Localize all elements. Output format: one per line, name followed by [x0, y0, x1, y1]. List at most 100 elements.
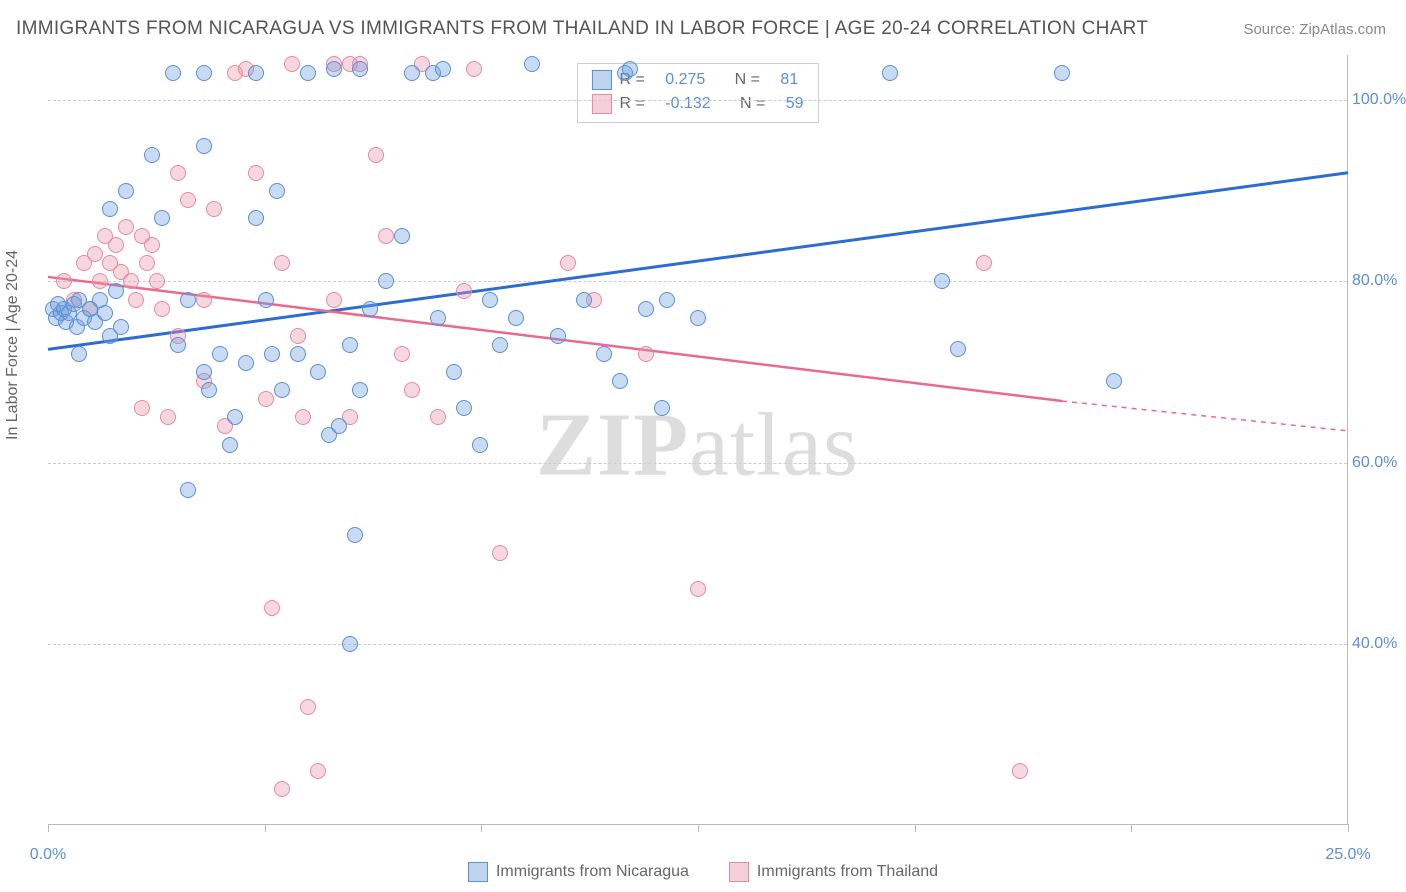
data-point-nicaragua — [196, 65, 212, 81]
data-point-nicaragua — [638, 301, 654, 317]
data-point-thailand — [284, 56, 300, 72]
data-point-nicaragua — [482, 292, 498, 308]
data-point-nicaragua — [201, 382, 217, 398]
y-tick-label: 60.0% — [1352, 454, 1406, 472]
y-axis-title: In Labor Force | Age 20-24 — [4, 250, 22, 440]
data-point-nicaragua — [882, 65, 898, 81]
data-point-nicaragua — [180, 482, 196, 498]
data-point-thailand — [295, 409, 311, 425]
data-point-nicaragua — [446, 364, 462, 380]
data-point-thailand — [180, 192, 196, 208]
data-point-thailand — [638, 346, 654, 362]
data-point-nicaragua — [326, 61, 342, 77]
x-tick — [1131, 824, 1132, 832]
data-point-nicaragua — [524, 56, 540, 72]
data-point-nicaragua — [690, 310, 706, 326]
data-point-thailand — [300, 699, 316, 715]
data-point-thailand — [368, 147, 384, 163]
data-point-nicaragua — [1106, 373, 1122, 389]
data-point-nicaragua — [576, 292, 592, 308]
data-point-thailand — [466, 61, 482, 77]
data-point-nicaragua — [508, 310, 524, 326]
data-point-thailand — [378, 228, 394, 244]
data-point-nicaragua — [362, 301, 378, 317]
data-point-thailand — [144, 237, 160, 253]
data-point-nicaragua — [472, 437, 488, 453]
data-point-thailand — [976, 255, 992, 271]
data-point-thailand — [310, 763, 326, 779]
data-point-thailand — [92, 273, 108, 289]
y-tick-label: 80.0% — [1352, 272, 1406, 290]
data-point-nicaragua — [118, 183, 134, 199]
data-point-thailand — [123, 273, 139, 289]
data-point-nicaragua — [212, 346, 228, 362]
data-point-nicaragua — [113, 319, 129, 335]
data-point-thailand — [1012, 763, 1028, 779]
trend-line-ext-thailand — [1062, 401, 1348, 431]
data-point-nicaragua — [97, 305, 113, 321]
y-tick-label: 40.0% — [1352, 635, 1406, 653]
data-point-thailand — [56, 273, 72, 289]
data-point-thailand — [404, 382, 420, 398]
data-point-nicaragua — [248, 210, 264, 226]
data-point-nicaragua — [352, 382, 368, 398]
x-tick — [915, 824, 916, 832]
data-point-nicaragua — [300, 65, 316, 81]
chart-title: IMMIGRANTS FROM NICARAGUA VS IMMIGRANTS … — [16, 18, 1148, 40]
data-point-nicaragua — [310, 364, 326, 380]
data-point-thailand — [139, 255, 155, 271]
data-point-thailand — [690, 581, 706, 597]
data-point-thailand — [149, 273, 165, 289]
data-point-nicaragua — [492, 337, 508, 353]
data-point-thailand — [170, 165, 186, 181]
x-tick — [265, 824, 266, 832]
data-point-nicaragua — [269, 183, 285, 199]
legend-label-nicaragua: Immigrants from Nicaragua — [496, 863, 689, 881]
data-point-nicaragua — [352, 61, 368, 77]
data-point-thailand — [560, 255, 576, 271]
x-tick — [1348, 824, 1349, 832]
data-point-nicaragua — [102, 201, 118, 217]
legend-label-thailand: Immigrants from Thailand — [757, 863, 938, 881]
data-point-thailand — [274, 255, 290, 271]
data-point-thailand — [430, 409, 446, 425]
data-point-nicaragua — [612, 373, 628, 389]
data-point-nicaragua — [596, 346, 612, 362]
data-point-thailand — [258, 391, 274, 407]
swatch-nicaragua-icon — [468, 862, 488, 882]
data-point-thailand — [264, 600, 280, 616]
data-point-nicaragua — [222, 437, 238, 453]
data-point-nicaragua — [108, 283, 124, 299]
data-point-nicaragua — [144, 147, 160, 163]
data-point-nicaragua — [165, 65, 181, 81]
data-point-thailand — [160, 409, 176, 425]
legend-item-thailand: Immigrants from Thailand — [729, 862, 938, 882]
data-point-nicaragua — [1054, 65, 1070, 81]
data-point-thailand — [326, 292, 342, 308]
data-point-nicaragua — [170, 337, 186, 353]
data-point-nicaragua — [264, 346, 280, 362]
data-point-nicaragua — [154, 210, 170, 226]
plot-area: ZIPatlas R = 0.275 N = 81 R = -0.132 N =… — [48, 55, 1348, 825]
bottom-legend: Immigrants from Nicaragua Immigrants fro… — [0, 862, 1406, 882]
data-point-nicaragua — [622, 61, 638, 77]
x-tick — [698, 824, 699, 832]
data-point-thailand — [248, 165, 264, 181]
data-point-thailand — [134, 400, 150, 416]
data-point-thailand — [108, 237, 124, 253]
data-point-thailand — [274, 781, 290, 797]
data-point-nicaragua — [258, 292, 274, 308]
data-point-nicaragua — [435, 61, 451, 77]
data-point-nicaragua — [196, 138, 212, 154]
data-point-thailand — [492, 545, 508, 561]
trend-lines — [48, 55, 1348, 825]
data-point-nicaragua — [331, 418, 347, 434]
data-point-nicaragua — [394, 228, 410, 244]
data-point-nicaragua — [227, 409, 243, 425]
data-point-thailand — [128, 292, 144, 308]
data-point-nicaragua — [180, 292, 196, 308]
data-point-nicaragua — [659, 292, 675, 308]
data-point-thailand — [456, 283, 472, 299]
data-point-nicaragua — [456, 400, 472, 416]
source-label: Source: ZipAtlas.com — [1243, 21, 1386, 38]
